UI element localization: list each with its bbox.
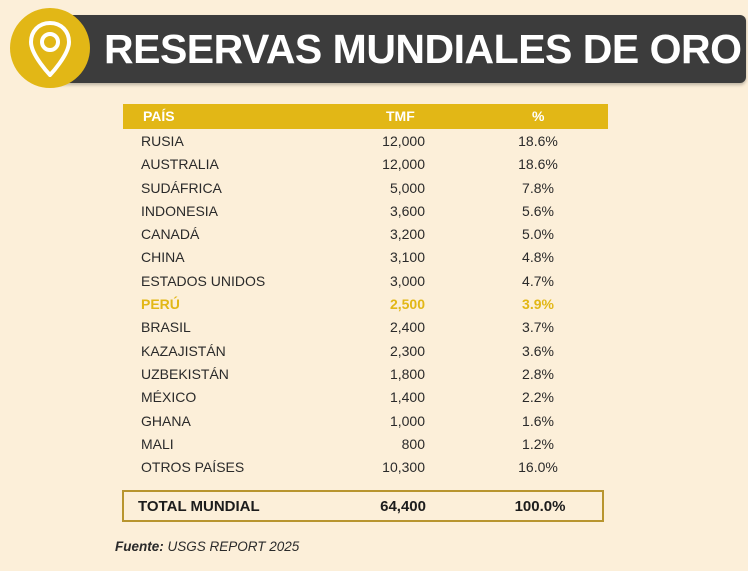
row-country: SUDÁFRICA <box>141 179 222 196</box>
row-pct: 3.7% <box>522 319 554 336</box>
table-row: GHANA 1,000 1.6% <box>123 410 608 433</box>
row-tmf: 800 <box>401 435 425 452</box>
table-row: INDONESIA 3,600 5.6% <box>123 200 608 223</box>
header-bar <box>52 15 746 83</box>
row-pct: 1.2% <box>522 435 554 452</box>
row-pct: 5.6% <box>522 202 554 219</box>
row-tmf: 3,200 <box>389 226 425 243</box>
table-row: MÉXICO 1,400 2.2% <box>123 386 608 409</box>
table-row: OTROS PAÍSES 10,300 16.0% <box>123 456 608 479</box>
total-pct: 100.0% <box>514 498 566 515</box>
row-country: CANADÁ <box>141 226 200 243</box>
row-country: AUSTRALIA <box>141 156 219 173</box>
row-pct: 1.6% <box>522 412 554 429</box>
row-country: OTROS PAÍSES <box>141 459 245 476</box>
table-row: AUSTRALIA 12,000 18.6% <box>123 153 608 176</box>
row-country: KAZAJISTÁN <box>141 342 226 359</box>
row-tmf: 12,000 <box>382 133 425 149</box>
row-tmf: 5,000 <box>389 179 425 196</box>
row-country: CHINA <box>141 249 185 266</box>
row-country: PERÚ <box>141 296 180 313</box>
column-header-pct: % <box>532 108 545 124</box>
row-pct: 2.2% <box>522 389 554 406</box>
row-tmf: 1,400 <box>389 389 425 406</box>
row-pct: 16.0% <box>518 459 558 476</box>
row-country: UZBEKISTÁN <box>141 365 229 382</box>
table-row: KAZAJISTÁN 2,300 3.6% <box>123 340 608 363</box>
column-header-country: PAÍS <box>143 108 175 124</box>
row-country: MALI <box>141 435 174 452</box>
row-tmf: 10,300 <box>382 459 425 476</box>
table-row: BRASIL 2,400 3.7% <box>123 316 608 339</box>
table-row: PERÚ 2,500 3.9% <box>123 293 608 316</box>
row-tmf: 3,000 <box>389 272 425 289</box>
pin-badge <box>10 8 90 88</box>
row-pct: 3.9% <box>522 296 554 313</box>
table-row: CHINA 3,100 4.8% <box>123 246 608 269</box>
table-header: PAÍS TMF % <box>123 104 608 129</box>
table-row: SUDÁFRICA 5,000 7.8% <box>123 177 608 200</box>
row-country: RUSIA <box>141 133 184 149</box>
table-row: MALI 800 1.2% <box>123 433 608 456</box>
source-text: USGS REPORT 2025 <box>167 539 300 554</box>
row-pct: 18.6% <box>518 156 558 173</box>
page-title: RESERVAS MUNDIALES DE ORO <box>104 26 742 72</box>
row-pct: 2.8% <box>522 365 554 382</box>
row-pct: 7.8% <box>522 179 554 196</box>
row-tmf: 1,000 <box>389 412 425 429</box>
source-note: Fuente: USGS REPORT 2025 <box>115 539 299 554</box>
row-tmf: 2,300 <box>389 342 425 359</box>
total-row: TOTAL MUNDIAL 64,400 100.0% <box>122 490 604 522</box>
row-country: GHANA <box>141 412 191 429</box>
row-pct: 4.7% <box>522 272 554 289</box>
location-pin-icon <box>28 21 72 77</box>
row-tmf: 12,000 <box>382 156 425 173</box>
row-country: BRASIL <box>141 319 191 336</box>
table-row: CANADÁ 3,200 5.0% <box>123 223 608 246</box>
row-pct: 4.8% <box>522 249 554 266</box>
table-row: RUSIA 12,000 18.6% <box>123 130 608 153</box>
row-country: ESTADOS UNIDOS <box>141 272 266 289</box>
row-tmf: 2,500 <box>389 296 425 313</box>
row-tmf: 2,400 <box>389 319 425 336</box>
total-label: TOTAL MUNDIAL <box>138 498 260 515</box>
table-row: UZBEKISTÁN 1,800 2.8% <box>123 363 608 386</box>
row-pct: 5.0% <box>522 226 554 243</box>
row-tmf: 1,800 <box>389 365 425 382</box>
row-tmf: 3,100 <box>389 249 425 266</box>
table-row: ESTADOS UNIDOS 3,000 4.7% <box>123 270 608 293</box>
row-pct: 18.6% <box>518 133 558 149</box>
source-label: Fuente: <box>115 539 164 554</box>
table-body: RUSIA 12,000 18.6% AUSTRALIA 12,000 18.6% SUDÁ… <box>123 130 608 479</box>
row-pct: 3.6% <box>522 342 554 359</box>
column-header-tmf: TMF <box>386 108 415 124</box>
row-tmf: 3,600 <box>389 202 425 219</box>
total-tmf: 64,400 <box>380 498 426 515</box>
row-country: MÉXICO <box>141 389 197 406</box>
row-country: INDONESIA <box>141 202 219 219</box>
